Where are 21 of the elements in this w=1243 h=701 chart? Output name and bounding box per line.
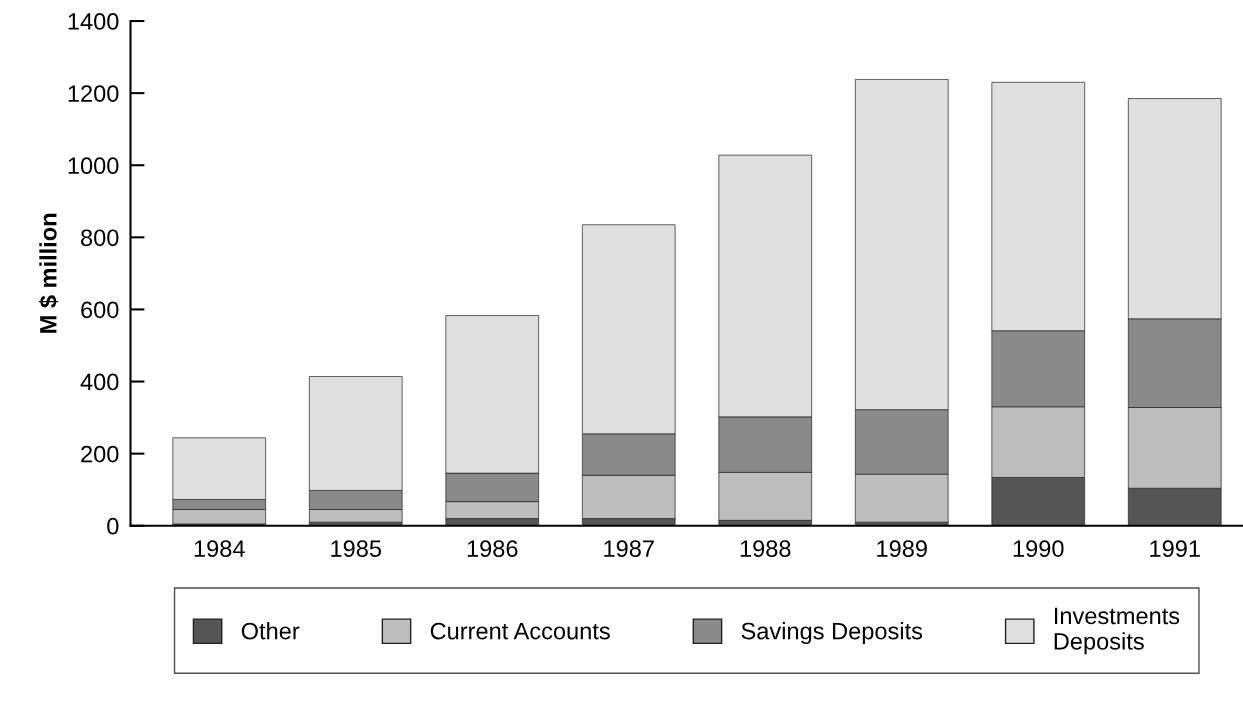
y-tick-label: 1000 [68,157,119,175]
y-tick-label: 1400 [68,13,119,30]
y-tick-label: 600 [81,301,119,319]
x-tick-label: 1989 [877,540,927,557]
legend-label: Savings Deposits [741,622,923,645]
x-tick-label: 1985 [331,540,382,557]
x-tick-label: 1987 [604,540,654,557]
y-tick-label: 800 [81,229,119,247]
y-tick-label: 0 [107,517,119,535]
x-tick-label: 1984 [194,540,245,557]
y-axis-title: M $ million [38,213,59,333]
legend-label: Investments Deposits [1054,607,1180,655]
y-tick-label: 400 [80,373,119,391]
x-tick-label: 1990 [1013,540,1064,557]
y-tick-label: 200 [81,445,119,463]
x-tick-label: 1986 [467,540,518,557]
x-tick-label: 1991 [1150,540,1200,557]
legend-label: Current Accounts [430,622,610,640]
y-tick-label: 1200 [68,85,119,102]
x-tick-label: 1988 [740,540,791,557]
legend-label: Other [241,622,300,640]
